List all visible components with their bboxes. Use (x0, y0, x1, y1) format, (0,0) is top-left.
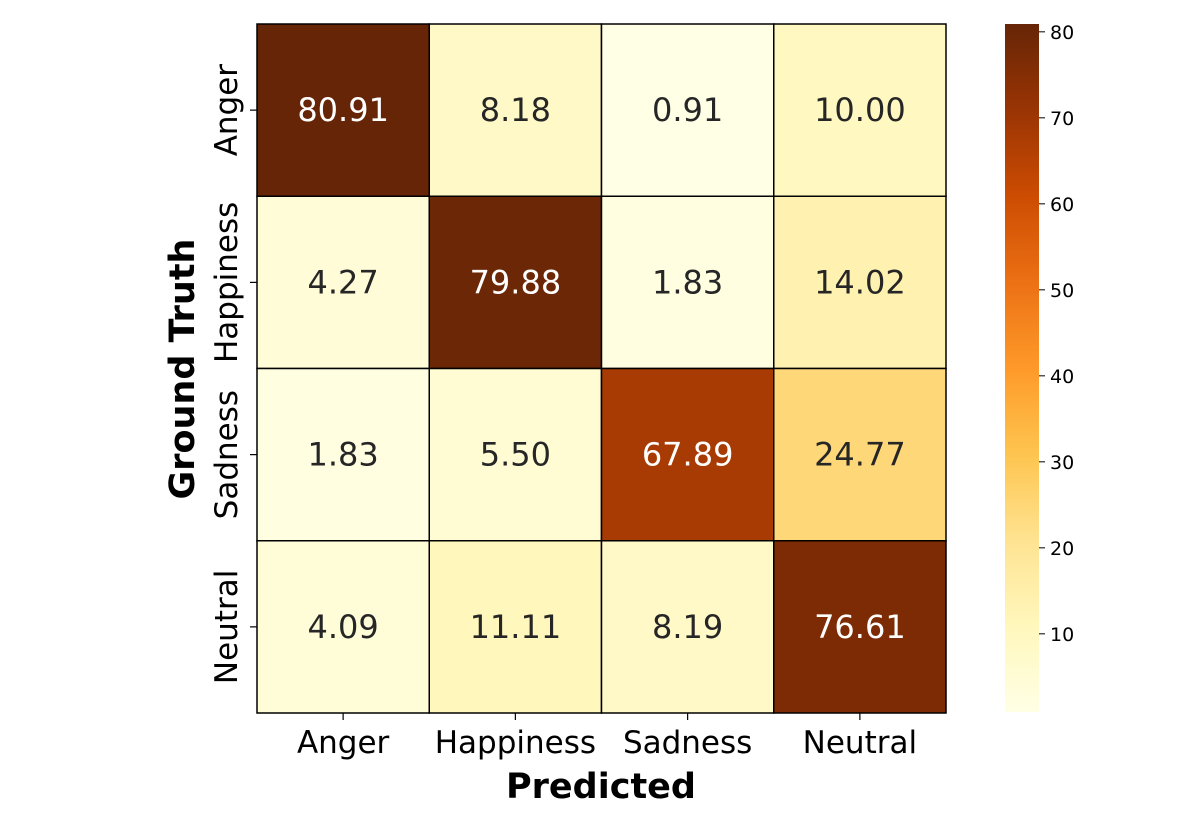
colorbar-tick-label: 40 (1050, 366, 1074, 388)
cell-value-label: 80.91 (297, 91, 389, 129)
heatmap-cell (428, 23, 603, 197)
heatmap-cell (256, 540, 430, 714)
cell-value-label: 14.02 (814, 263, 906, 301)
y-axis-ticks: Anger Happiness Sadness Neutral (209, 64, 257, 684)
heatmap-cell (773, 195, 947, 370)
heatmap-cell (256, 195, 430, 370)
heatmap-cell (428, 367, 603, 542)
x-axis-title: Predicted (506, 767, 696, 807)
cell-value-label: 8.19 (652, 608, 723, 646)
x-tick-label: Sadness (623, 725, 752, 761)
cell-value-label: 4.27 (308, 263, 379, 301)
y-axis-title: Ground Truth (163, 239, 203, 500)
cell-value-label: 11.11 (470, 608, 562, 646)
colorbar: 10 20 30 40 50 60 70 80 (1005, 22, 1074, 712)
colorbar-tick-label: 70 (1050, 108, 1074, 130)
cell-value-label: 0.91 (652, 91, 723, 129)
cell-value-label: 4.09 (308, 608, 379, 646)
colorbar-tick-label: 50 (1050, 280, 1074, 302)
colorbar-tick-label: 10 (1050, 624, 1074, 646)
y-tick-label: Anger (209, 64, 245, 157)
heatmap-cell (428, 540, 603, 714)
colorbar-tick-label: 30 (1050, 452, 1074, 474)
heatmap-cell (600, 23, 775, 197)
cell-value-label: 76.61 (814, 608, 906, 646)
cell-value-label: 5.50 (480, 436, 551, 474)
heatmap-cell (256, 23, 430, 197)
heatmap-cell (600, 540, 775, 714)
cell-value-label: 1.83 (308, 436, 379, 474)
y-tick-label: Sadness (209, 390, 245, 519)
colorbar-gradient (1005, 24, 1039, 712)
colorbar-tick-label: 20 (1050, 538, 1074, 560)
x-axis-ticks: Anger Happiness Sadness Neutral (297, 713, 917, 761)
x-tick-label: Anger (297, 725, 390, 761)
heatmap-cell (428, 195, 603, 370)
cell-value-label: 1.83 (652, 263, 723, 301)
cell-value-label: 10.00 (814, 91, 906, 129)
x-tick-label: Happiness (435, 725, 596, 761)
heatmap-cell (773, 540, 947, 714)
x-tick-label: Neutral (803, 725, 917, 761)
heatmap-cell (773, 367, 947, 542)
cell-value-label: 79.88 (470, 263, 562, 301)
cell-value-label: 24.77 (814, 436, 906, 474)
heatmap-cells: 80.91 8.18 0.91 10.00 4.27 79.88 1.83 14.02 1.83… (256, 23, 947, 714)
colorbar-tick-label: 80 (1050, 22, 1074, 44)
y-tick-label: Happiness (209, 202, 245, 363)
heatmap-cell (773, 23, 947, 197)
cell-value-label: 8.18 (480, 91, 551, 129)
cell-value-label: 67.89 (642, 436, 734, 474)
y-tick-label: Neutral (209, 570, 245, 684)
colorbar-tick-label: 60 (1050, 194, 1074, 216)
